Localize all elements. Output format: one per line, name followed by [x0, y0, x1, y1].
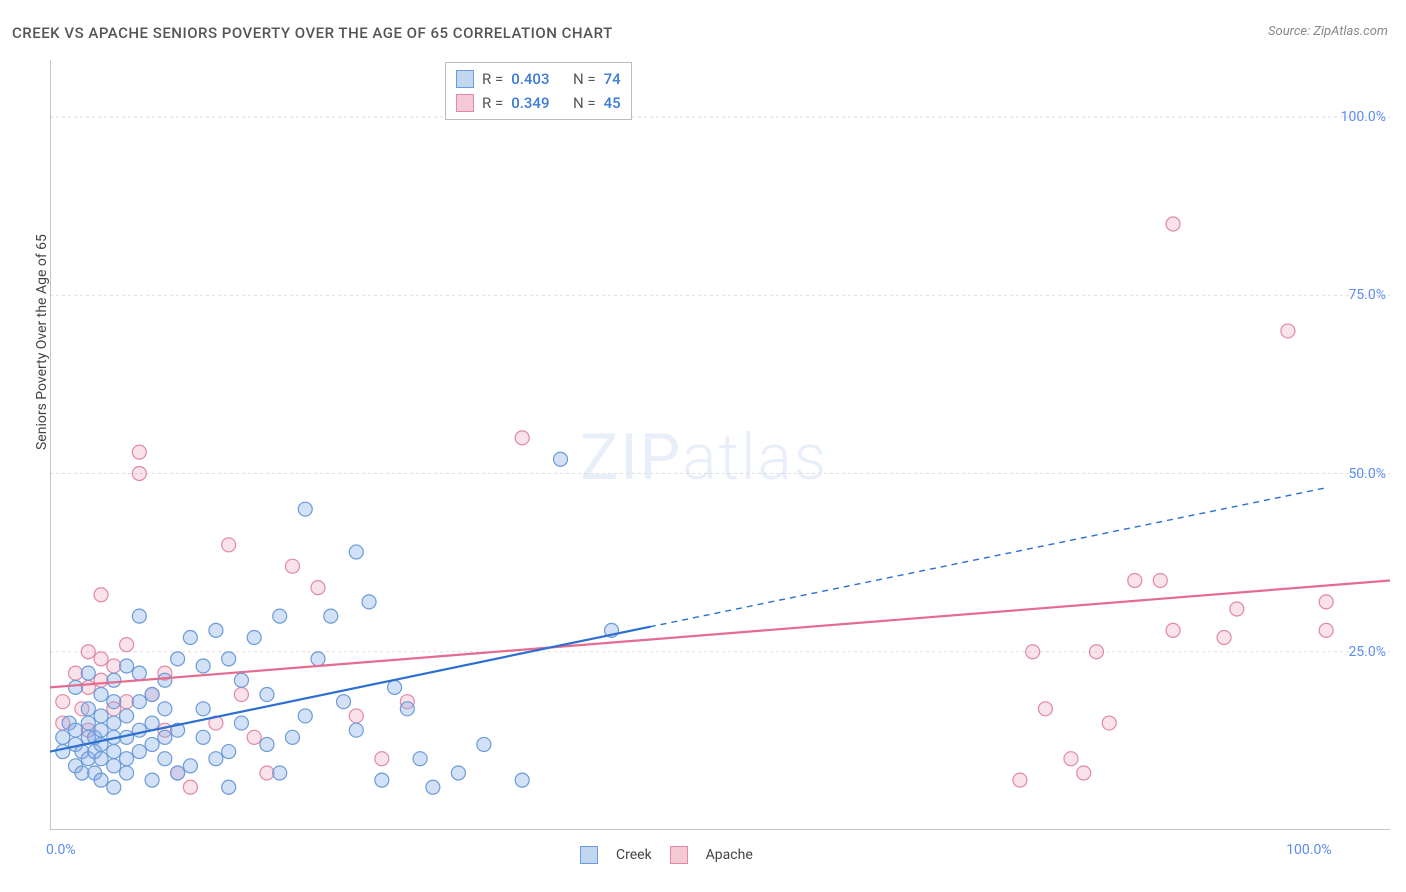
stats-row-apache: R = 0.349 N = 45 [456, 91, 621, 115]
legend-creek-label: Creek [616, 847, 652, 863]
series-legend: Creek Apache [580, 846, 753, 864]
chart-title: CREEK VS APACHE SENIORS POVERTY OVER THE… [12, 24, 613, 42]
y-tick-label: 50.0% [1348, 466, 1386, 482]
stats-legend-box: R = 0.403 N = 74 R = 0.349 N = 45 [445, 62, 632, 120]
x-tick-label: 100.0% [1286, 842, 1331, 858]
scatter-plot [50, 60, 1390, 830]
y-axis-label: Seniors Poverty Over the Age of 65 [34, 234, 50, 450]
y-tick-label: 75.0% [1348, 287, 1386, 303]
source-attribution: Source: ZipAtlas.com [1268, 24, 1388, 39]
y-tick-label: 100.0% [1341, 109, 1386, 125]
legend-apache-label: Apache [706, 847, 753, 863]
stats-row-creek: R = 0.403 N = 74 [456, 67, 621, 91]
legend-apache-swatch [670, 846, 688, 864]
y-tick-label: 25.0% [1348, 644, 1386, 660]
legend-creek-swatch [580, 846, 598, 864]
x-tick-label: 0.0% [46, 842, 76, 858]
apache-swatch [456, 94, 474, 112]
creek-swatch [456, 70, 474, 88]
